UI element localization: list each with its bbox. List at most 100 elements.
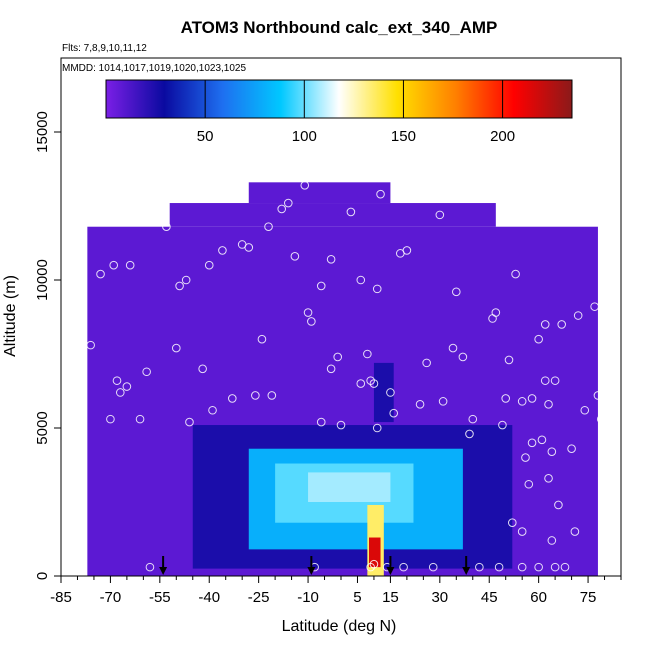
sample-point <box>560 562 570 572</box>
colorbar-tick-label-3: 200 <box>490 128 515 145</box>
y-tick-label-3: 15000 <box>34 111 51 153</box>
sample-point <box>363 349 372 359</box>
sample-point <box>181 275 191 285</box>
sample-point <box>257 334 267 344</box>
colorbar-tick-label-2: 150 <box>391 128 416 145</box>
sample-point <box>428 562 438 572</box>
arrow-head-0 <box>159 567 168 575</box>
sample-point <box>544 474 553 483</box>
sample-point <box>316 281 326 291</box>
heatmap-region-9 <box>373 362 394 423</box>
sample-point <box>504 355 514 365</box>
sample-point <box>557 320 567 329</box>
sample-point <box>451 287 461 297</box>
sample-point <box>369 379 379 388</box>
sample-point <box>227 394 237 403</box>
sample-point <box>517 397 527 406</box>
x-tick-label-4: -25 <box>248 589 270 606</box>
sample-point <box>145 562 155 572</box>
sample-point <box>376 189 385 199</box>
sample-point <box>389 408 399 418</box>
x-tick-label-8: 30 <box>431 589 448 606</box>
sample-point <box>333 352 343 362</box>
sample-point <box>372 423 382 433</box>
sample-point <box>527 438 537 448</box>
sample-points-layer <box>86 180 609 572</box>
sample-point <box>204 260 214 270</box>
sample-point <box>458 352 468 362</box>
y-axis: 0 5000 10000 15000 <box>34 111 61 580</box>
sample-point <box>175 281 184 291</box>
sample-point <box>544 400 553 409</box>
sample-point <box>86 340 95 350</box>
sample-point <box>369 559 379 569</box>
colorbar-bar <box>105 79 573 119</box>
sample-point <box>300 180 310 190</box>
chart-title: ATOM3 Northbound calc_ext_340_AMP <box>181 18 498 37</box>
x-tick-label-5: -10 <box>297 589 319 606</box>
sample-point <box>171 343 181 353</box>
flights-label: Flts: 7,8,9,10,11,12 <box>62 43 147 54</box>
sample-point <box>303 308 313 317</box>
heatmap-region-6 <box>308 472 391 502</box>
sample-point <box>475 562 484 572</box>
sample-point <box>208 405 217 415</box>
x-axis-label: Latitude (deg N) <box>282 618 397 635</box>
x-tick-label-9: 45 <box>481 589 498 606</box>
sample-point <box>501 394 511 403</box>
heatmap-region-8 <box>369 537 381 568</box>
sample-point <box>162 222 171 232</box>
arrow-head-1 <box>307 567 316 575</box>
sample-point <box>448 343 458 353</box>
arrow-head-3 <box>462 567 471 575</box>
sample-point <box>511 269 520 279</box>
y-tick-label-0: 0 <box>34 572 51 580</box>
sample-point <box>491 308 501 317</box>
sample-point <box>435 210 445 220</box>
sample-point <box>290 252 300 261</box>
colorbar-tick-label-1: 100 <box>292 128 317 145</box>
sample-point <box>517 562 527 572</box>
sample-point <box>422 358 431 368</box>
sample-point <box>326 254 336 264</box>
sample-point <box>573 311 583 320</box>
sample-point <box>307 317 316 326</box>
sample-point <box>507 518 517 528</box>
sample-point <box>326 364 336 374</box>
y-axis-label: Altitude (m) <box>2 275 19 357</box>
sample-point <box>142 367 151 377</box>
colorbar: 50 100 150 200 <box>105 79 573 145</box>
sample-point <box>498 420 507 430</box>
sample-point <box>96 269 105 279</box>
heatmap-layer <box>87 182 598 576</box>
y-tick-label-2: 10000 <box>34 259 51 301</box>
sample-point <box>244 243 254 252</box>
sample-point <box>547 447 557 456</box>
sample-point <box>596 414 606 424</box>
x-axis: -85 -70 -55 -40 -25 -10 5 15 30 45 60 75 <box>50 576 622 606</box>
x-tick-label-3: -40 <box>198 589 220 606</box>
sample-point <box>600 559 609 569</box>
y-tick-label-1: 5000 <box>34 411 51 444</box>
sample-point <box>547 536 557 545</box>
sample-point <box>112 376 122 385</box>
sample-point <box>517 527 527 536</box>
sample-point <box>534 562 543 572</box>
sample-point <box>580 405 590 415</box>
x-tick-label-6: 5 <box>353 589 361 606</box>
sample-point <box>218 246 227 255</box>
sample-point <box>465 429 474 439</box>
sample-point <box>438 397 448 406</box>
sample-point <box>122 382 132 391</box>
sample-point <box>346 207 356 217</box>
sample-point <box>386 388 395 397</box>
x-tick-label-0: -85 <box>50 589 72 606</box>
sample-point <box>356 379 366 388</box>
sample-point <box>399 562 408 572</box>
sample-point <box>277 204 287 214</box>
sample-point <box>336 420 346 430</box>
sample-point <box>185 417 194 427</box>
arrows-layer <box>159 556 471 575</box>
arrow-head-2 <box>386 567 395 575</box>
